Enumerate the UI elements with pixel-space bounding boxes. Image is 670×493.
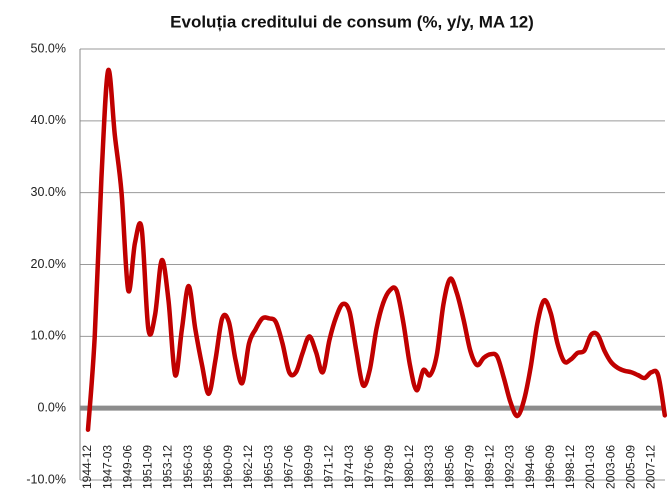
x-tick-label: 1994-06 bbox=[523, 445, 537, 489]
x-tick-label: 1987-09 bbox=[462, 445, 476, 489]
x-tick-label: 1985-06 bbox=[442, 445, 456, 489]
x-tick-label: 1978-09 bbox=[382, 445, 396, 489]
x-tick-label: 1976-06 bbox=[362, 445, 376, 489]
y-tick-label: 10.0% bbox=[31, 329, 66, 343]
x-tick-label: 1980-12 bbox=[402, 445, 416, 489]
y-tick-label: 30.0% bbox=[31, 185, 66, 199]
x-tick-label: 1951-09 bbox=[141, 445, 155, 489]
y-tick-label: 20.0% bbox=[31, 257, 66, 271]
y-tick-label: -10.0% bbox=[26, 472, 66, 486]
x-tick-label: 1992-03 bbox=[503, 445, 517, 489]
x-tick-label: 2001-03 bbox=[583, 445, 597, 489]
y-tick-label: 40.0% bbox=[31, 113, 66, 127]
data-line bbox=[85, 67, 668, 432]
x-tick-label: 1962-12 bbox=[241, 445, 255, 489]
x-tick-label: 1949-06 bbox=[120, 445, 134, 489]
x-tick-label: 1989-12 bbox=[483, 445, 497, 489]
x-tick-label: 2005-09 bbox=[623, 445, 637, 489]
y-tick-label: 0.0% bbox=[38, 400, 67, 414]
x-tick-label: 1998-12 bbox=[563, 445, 577, 489]
x-tick-label: 1960-09 bbox=[221, 445, 235, 489]
y-tick-label: 50.0% bbox=[31, 41, 66, 55]
x-tick-label: 2003-06 bbox=[603, 445, 617, 489]
x-tick-label: 2007-12 bbox=[644, 445, 658, 489]
x-tick-label: 1969-09 bbox=[302, 445, 316, 489]
x-tick-label: 1944-12 bbox=[80, 445, 94, 489]
x-tick-label: 1947-03 bbox=[100, 445, 114, 489]
x-tick-label: 1958-06 bbox=[201, 445, 215, 489]
x-tick-label: 1983-03 bbox=[422, 445, 436, 489]
x-tick-label: 1971-12 bbox=[322, 445, 336, 489]
x-tick-label: 1996-09 bbox=[543, 445, 557, 489]
chart-title: Evoluția creditului de consum (%, y/y, M… bbox=[170, 12, 534, 31]
x-tick-label: 1956-03 bbox=[181, 445, 195, 489]
x-tick-label: 1974-03 bbox=[342, 445, 356, 489]
x-tick-label: 1953-12 bbox=[161, 445, 175, 489]
x-tick-label: 1967-06 bbox=[281, 445, 295, 489]
x-tick-label: 1965-03 bbox=[261, 445, 275, 489]
